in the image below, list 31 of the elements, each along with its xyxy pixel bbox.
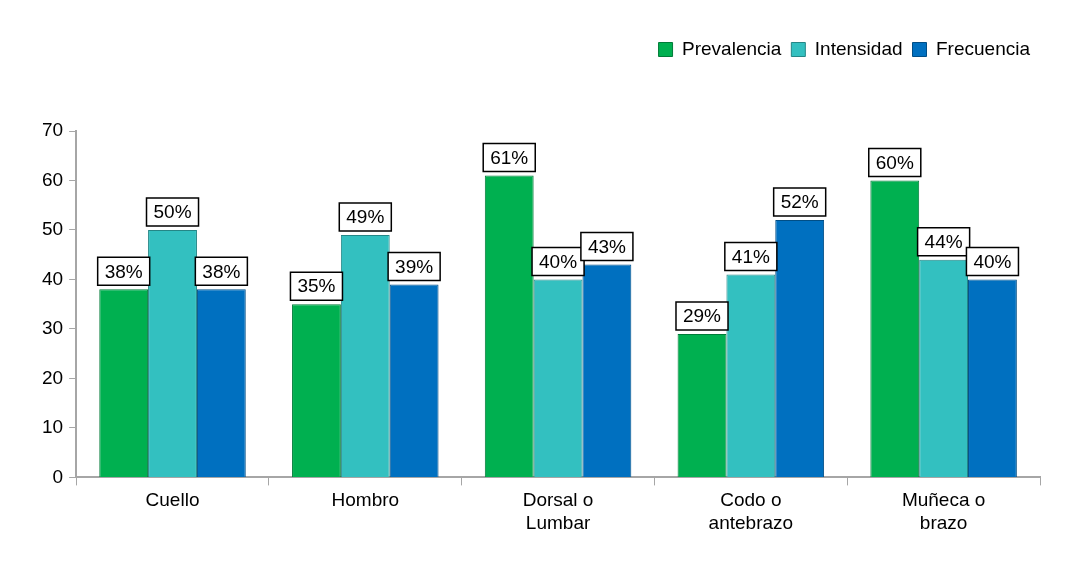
- y-tick-label: 50: [41, 218, 64, 240]
- data-label: 61%: [490, 146, 529, 168]
- y-tick-label: 30: [41, 317, 64, 339]
- data-label: 49%: [346, 206, 385, 228]
- x-tick-label: Muñeca o brazo: [901, 489, 986, 533]
- y-tick-label: 20: [41, 366, 64, 388]
- x-tick-label: Codo o antebrazo: [708, 489, 794, 533]
- x-tick-label: Dorsal o Lumbar: [522, 489, 594, 533]
- data-label: 35%: [297, 275, 336, 297]
- data-label: 44%: [924, 230, 963, 252]
- x-tick-label: Cuello: [145, 489, 200, 511]
- y-tick-label: 60: [41, 168, 64, 190]
- legend-label: Frecuencia: [936, 37, 1031, 59]
- y-tick-label: 40: [41, 267, 64, 289]
- y-tick-label: 0: [52, 465, 64, 487]
- y-tick-label: 10: [41, 416, 64, 438]
- legend-label: Intensidad: [814, 37, 903, 59]
- data-label: 41%: [731, 245, 770, 267]
- y-tick-label: 70: [41, 119, 64, 141]
- data-label: 40%: [539, 250, 578, 272]
- data-label: 29%: [682, 305, 722, 327]
- data-label: 38%: [202, 260, 241, 282]
- data-label: 43%: [587, 235, 627, 257]
- data-label: 60%: [875, 151, 914, 173]
- legend-label: Prevalencia: [682, 37, 782, 59]
- data-label: 39%: [395, 255, 434, 277]
- data-label: 50%: [153, 201, 192, 223]
- x-tick-label: Hombro: [331, 489, 400, 511]
- data-label: 52%: [780, 191, 819, 213]
- data-label: 40%: [973, 250, 1012, 272]
- data-label: 38%: [104, 260, 143, 282]
